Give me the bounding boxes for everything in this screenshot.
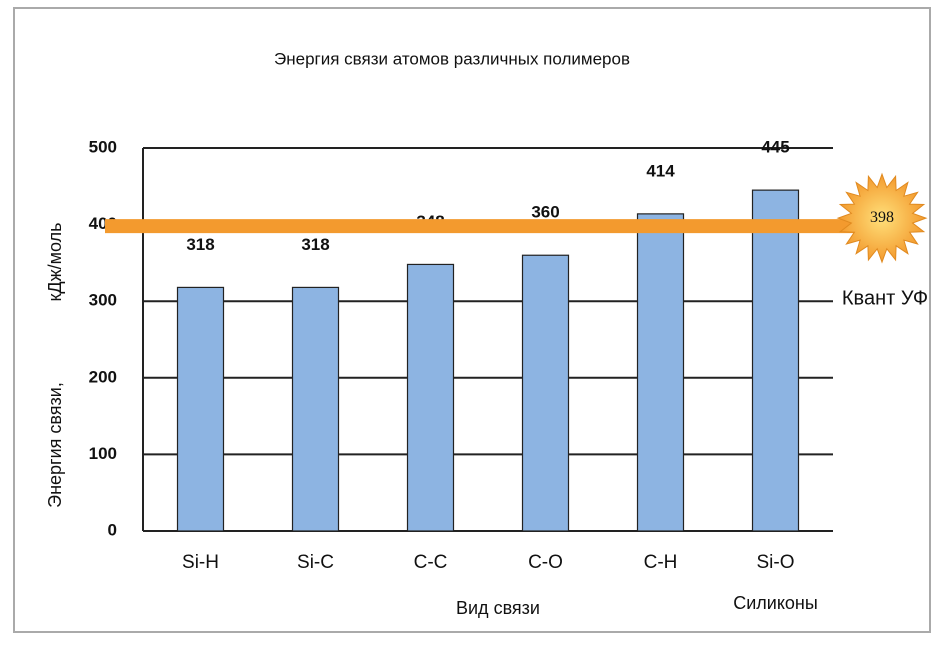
bar: [291, 286, 340, 532]
value-label: 360: [531, 203, 559, 222]
value-label: 318: [186, 235, 214, 254]
annotation: Силиконы: [733, 593, 818, 613]
x-tick-label: Si-O: [757, 552, 795, 573]
x-tick-label: C-H: [644, 552, 678, 573]
y-tick-label: 500: [89, 137, 117, 156]
bar: [406, 263, 455, 532]
y-axis-title: Энергия связи,: [45, 382, 65, 508]
x-tick-label: Si-C: [297, 552, 334, 573]
y-axis-title: кДж/моль: [45, 223, 65, 302]
y-tick-label: 300: [89, 291, 117, 310]
y-tick-label: 0: [108, 520, 117, 539]
value-label: 414: [646, 161, 675, 180]
bar: [521, 254, 570, 532]
value-label: 318: [301, 235, 329, 254]
bar: [176, 286, 225, 532]
y-tick-label: 200: [89, 367, 117, 386]
x-tick-label: C-C: [414, 552, 448, 573]
x-axis-title: Вид связи: [456, 598, 540, 618]
reference-value: 398: [870, 209, 894, 226]
reference-label: Квант УФ: [842, 287, 928, 309]
x-tick-label: C-O: [528, 552, 563, 573]
sun-badge: [836, 172, 928, 264]
value-label: 445: [761, 138, 789, 157]
chart-title: Энергия связи атомов различных полимеров: [274, 49, 630, 68]
x-tick-label: Si-H: [182, 552, 219, 573]
bar: [636, 213, 685, 532]
y-tick-label: 100: [89, 444, 117, 463]
bar: [751, 189, 800, 532]
